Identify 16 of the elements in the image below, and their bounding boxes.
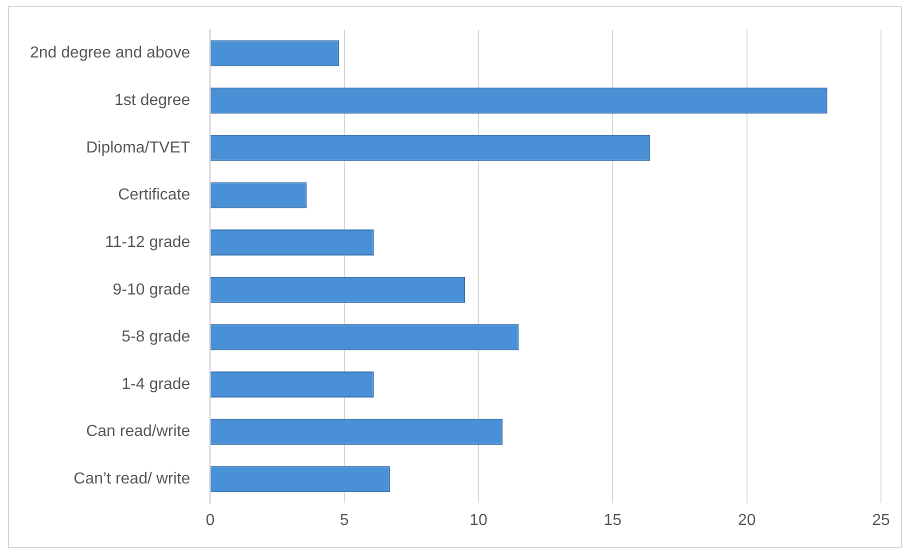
x-tick-label: 5 [340, 512, 349, 529]
y-tick-label: 9-10 grade [112, 281, 190, 298]
y-tick-label: Certificate [118, 186, 190, 204]
x-tick-label: 25 [872, 512, 890, 529]
y-tick-label: 1-4 grade [122, 376, 190, 393]
x-tick-label: 0 [206, 512, 215, 529]
y-tick-label: 1st degree [114, 92, 190, 109]
x-tick-label: 15 [604, 512, 622, 529]
y-tick-label: 11-12 grade [105, 234, 190, 251]
y-tick-label: 5-8 grade [122, 328, 190, 346]
y-tick-label: 2nd degree and above [30, 44, 190, 62]
x-tick-label: 20 [738, 512, 756, 529]
y-tick-label: Can read/write [86, 423, 190, 440]
x-tick-label: 10 [470, 512, 488, 529]
y-tick-label: Can’t read/ write [74, 470, 190, 488]
y-tick-label: Diploma/TVET [86, 139, 190, 156]
